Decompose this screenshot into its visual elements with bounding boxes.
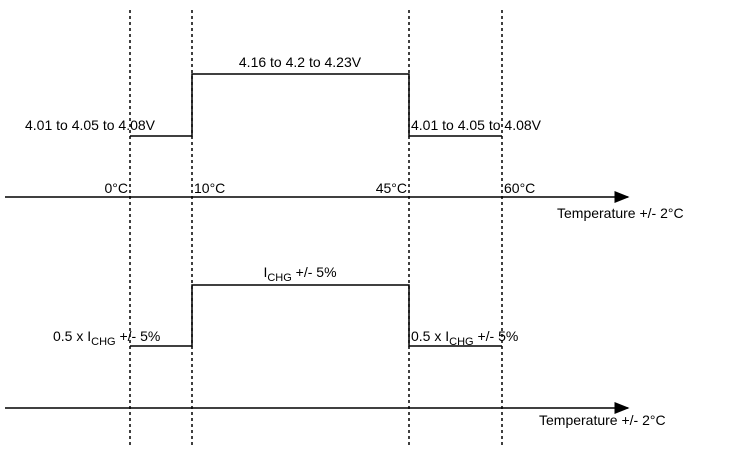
label: ICHG +/- 5% xyxy=(263,264,336,284)
label-part: I xyxy=(263,264,267,280)
label-part: +/- 5% xyxy=(474,328,519,344)
label-part: +/- 5% xyxy=(116,328,161,344)
label: 0.5 x ICHG +/- 5% xyxy=(53,328,160,348)
subscript: CHG xyxy=(91,336,115,348)
current-profile xyxy=(130,284,502,347)
temperature-label: 10°C xyxy=(194,180,225,196)
temperature-label: 0°C xyxy=(105,180,129,196)
label-part: +/- 5% xyxy=(292,264,337,280)
label: 4.01 to 4.05 to 4.08V xyxy=(25,117,156,133)
divider-lines xyxy=(129,10,503,446)
label-part: 0.5 x I xyxy=(411,328,449,344)
label: 4.01 to 4.05 to 4.08V xyxy=(411,117,542,133)
label-part: 0.5 x I xyxy=(53,328,91,344)
temperature-label: 45°C xyxy=(376,180,407,196)
axis-label: Temperature +/- 2°C xyxy=(539,412,666,428)
voltage-profile xyxy=(130,73,502,137)
subscript: CHG xyxy=(267,272,291,284)
temperature-label: 60°C xyxy=(504,180,535,196)
subscript: CHG xyxy=(449,336,473,348)
label: 0.5 x ICHG +/- 5% xyxy=(411,328,518,348)
axis-label: Temperature +/- 2°C xyxy=(557,205,684,221)
label: 4.16 to 4.2 to 4.23V xyxy=(239,54,362,70)
